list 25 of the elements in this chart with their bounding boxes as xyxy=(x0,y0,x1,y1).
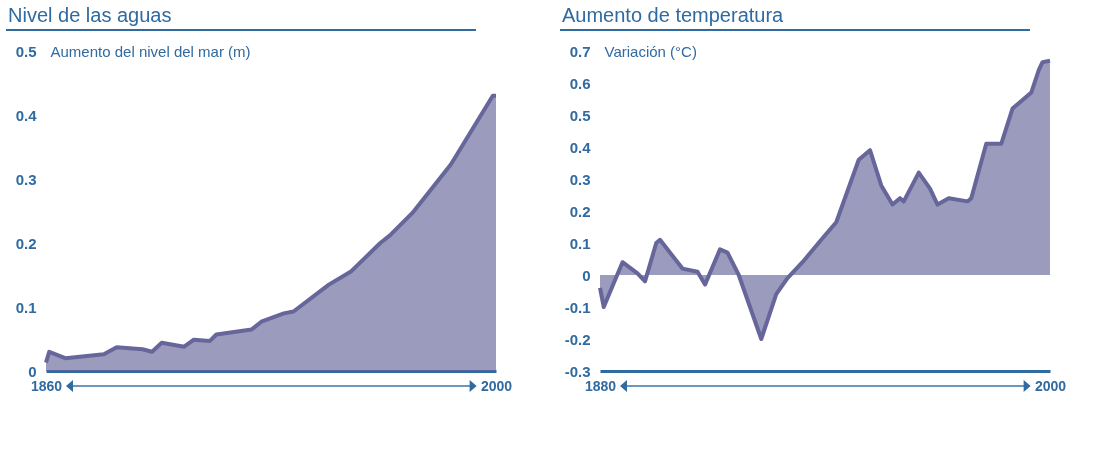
x-tick-label: 1880 xyxy=(584,377,617,394)
y-tick-label: 0 xyxy=(582,266,591,284)
y-axis-title: Variación (°C) xyxy=(604,42,697,60)
y-tick-label: 0.6 xyxy=(569,74,591,92)
y-tick-label: 0.3 xyxy=(15,170,37,188)
y-tick-label: 0 xyxy=(28,362,37,380)
y-tick-label: 0.2 xyxy=(569,202,591,220)
y-tick-label: 0.3 xyxy=(569,170,591,188)
x-tick-label: 2000 xyxy=(1034,377,1067,394)
y-tick-label: -0.1 xyxy=(564,298,591,316)
x-tick-label: 2000 xyxy=(480,377,513,394)
y-tick-label: 0.5 xyxy=(569,106,591,124)
y-tick-label: 0.2 xyxy=(15,234,37,252)
x-tick-label: 1860 xyxy=(30,377,63,394)
y-tick-label: 0.1 xyxy=(15,298,37,316)
chart-title: Aumento de temperatura xyxy=(562,4,785,26)
chart-title: Nivel de las aguas xyxy=(8,4,172,26)
y-tick-label: -0.3 xyxy=(564,362,591,380)
y-tick-label: 0.4 xyxy=(15,106,38,124)
y-tick-label: 0.4 xyxy=(569,138,592,156)
y-tick-label: 0.7 xyxy=(569,42,591,60)
y-axis-title: Aumento del nivel del mar (m) xyxy=(50,42,251,60)
y-tick-label: -0.2 xyxy=(564,330,591,348)
y-tick-label: 0.5 xyxy=(15,42,37,60)
y-tick-label: 0.1 xyxy=(569,234,591,252)
